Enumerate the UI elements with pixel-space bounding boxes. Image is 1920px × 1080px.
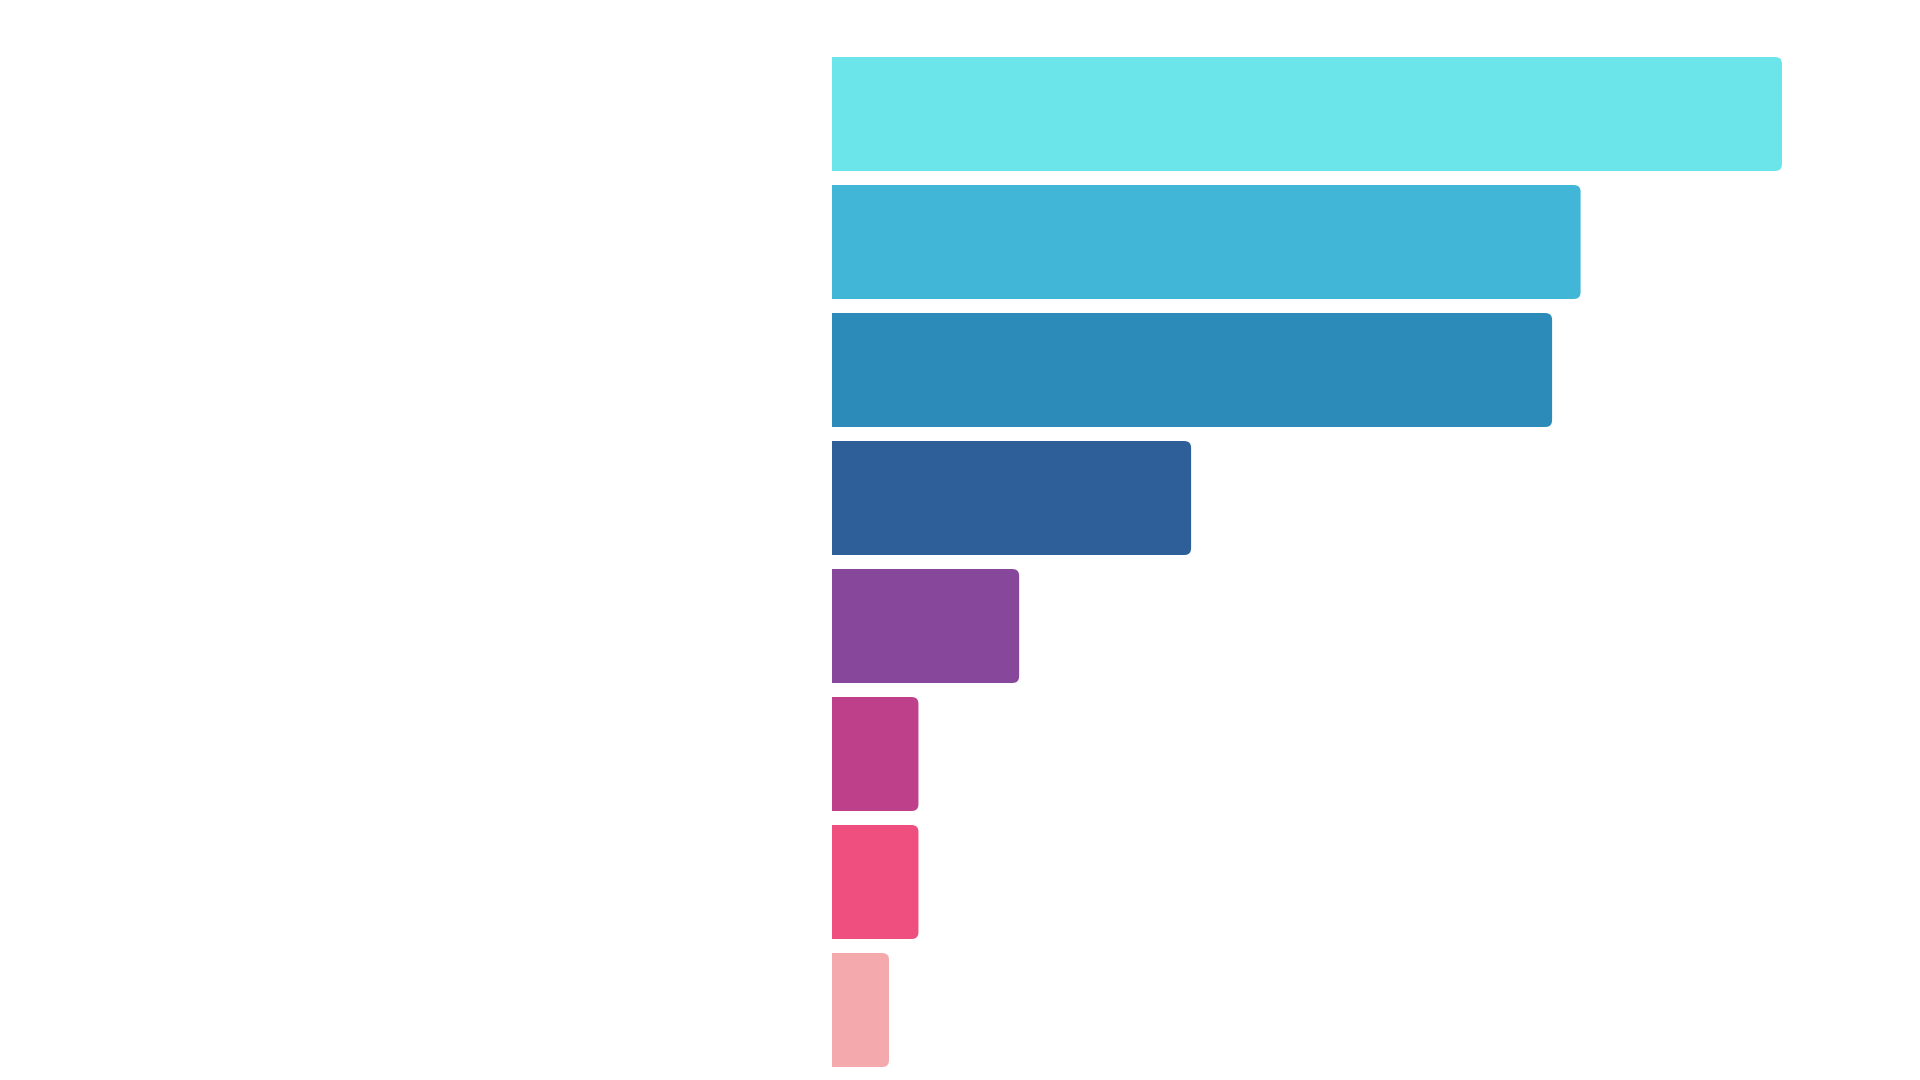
bar-3 — [832, 313, 1553, 427]
bar-4 — [832, 441, 1192, 555]
bar-2 — [832, 185, 1581, 299]
bars-group — [832, 57, 1782, 1067]
bar-8 — [832, 953, 889, 1067]
bar-5 — [832, 569, 1020, 683]
bar-7 — [832, 825, 919, 939]
bar-6 — [832, 697, 919, 811]
bar-1 — [832, 57, 1782, 171]
